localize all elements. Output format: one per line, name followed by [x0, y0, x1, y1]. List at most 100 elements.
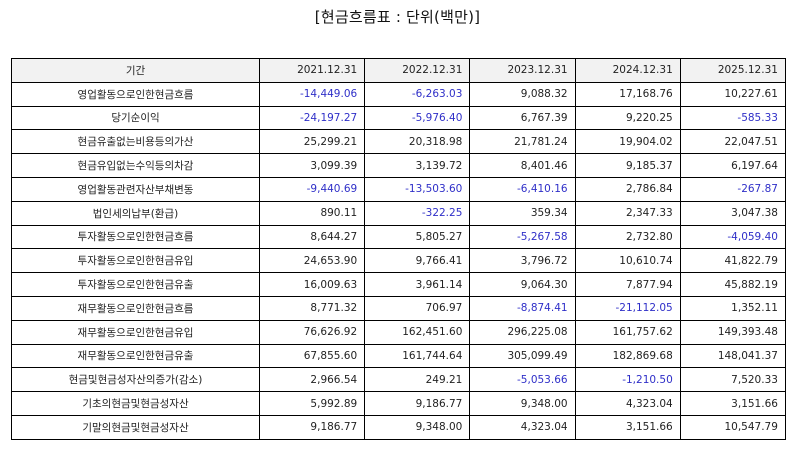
table-cell: 9,088.32 [469, 81, 576, 107]
row-label: 법인세의납부(환급) [11, 200, 260, 226]
table-cell: 19,904.02 [574, 129, 681, 155]
table-cell: 182,869.68 [574, 343, 681, 369]
table-cell: 8,771.32 [258, 295, 366, 321]
row-label: 투자활동으로인한현금흐름 [11, 224, 260, 250]
table-cell: 5,805.27 [364, 224, 471, 250]
table-row: 기말의현금및현금성자산 9,186.77 9,348.00 4,323.04 3,151… [11, 414, 786, 440]
table-cell: 9,186.77 [364, 391, 471, 416]
table-cell: 3,047.38 [679, 200, 786, 226]
table-cell: 305,099.49 [469, 343, 576, 369]
table-row: 재무활동으로인한현금유출 67,855.60 161,744.64 305,099.4… [11, 343, 786, 369]
table-cell: -21,112.05 [574, 295, 681, 321]
table-cell: 24,653.90 [258, 248, 366, 274]
table-cell: 162,451.60 [364, 319, 471, 345]
table-row: 재무활동으로인한현금흐름 8,771.32 706.97 -8,874.41 -21,1… [11, 295, 786, 321]
table-cell: 2,966.54 [258, 367, 366, 393]
table-row: 현금및현금성자산의증가(감소) 2,966.54 249.21 -5,053.66 -1… [11, 367, 786, 393]
table-cell: 249.21 [364, 367, 471, 393]
table-cell: 41,822.79 [679, 248, 786, 274]
table-cell: 7,520.33 [679, 367, 786, 393]
table-cell: 1,352.11 [679, 295, 786, 321]
table-cell: 17,168.76 [574, 81, 681, 107]
row-label: 영업활동관련자산부채변동 [11, 176, 260, 202]
table-row: 투자활동으로인한현금유입 24,653.90 9,766.41 3,796.72 10,… [11, 248, 786, 274]
page-title: [현금흐름표 : 단위(백만)] [314, 8, 481, 26]
table-cell: -14,449.06 [258, 81, 366, 107]
table-cell: 3,796.72 [469, 248, 576, 274]
row-label: 재무활동으로인한현금흐름 [11, 295, 260, 321]
table-cell: 3,099.39 [258, 153, 366, 178]
table-cell: 25,299.21 [258, 129, 366, 155]
table-cell: 9,186.77 [258, 414, 366, 440]
table-cell: 6,197.64 [679, 153, 786, 178]
table-cell: 10,610.74 [574, 248, 681, 274]
table-cell: 9,220.25 [574, 105, 681, 131]
table-cell: 8,644.27 [258, 224, 366, 250]
table-cell: -13,503.60 [364, 176, 471, 202]
table-cell: 9,185.37 [574, 153, 681, 178]
table-cell: 148,041.37 [679, 343, 786, 369]
cash-flow-table: 기간 2021.12.31 2022.12.31 2023.12.31 2024… [11, 58, 786, 440]
table-cell: -322.25 [364, 200, 471, 226]
table-cell: -1,210.50 [574, 367, 681, 393]
table-cell: 3,961.14 [364, 272, 471, 297]
table-cell: 7,877.94 [574, 272, 681, 297]
table-cell: -5,267.58 [469, 224, 576, 250]
row-label: 당기순이익 [11, 105, 260, 131]
table-cell: 3,151.66 [574, 414, 681, 440]
table-cell: 20,318.98 [364, 129, 471, 155]
column-header-year: 2022.12.31 [364, 58, 471, 83]
row-label: 기말의현금및현금성자산 [11, 414, 260, 440]
table-cell: 3,139.72 [364, 153, 471, 178]
column-header-period: 기간 [11, 58, 260, 83]
column-header-year: 2023.12.31 [469, 58, 576, 83]
row-label: 영업활동으로인한현금흐름 [11, 81, 260, 107]
row-label: 현금유입없는수익등의차감 [11, 153, 260, 178]
table-cell: 45,882.19 [679, 272, 786, 297]
table-cell: 2,786.84 [574, 176, 681, 202]
table-row: 투자활동으로인한현금유출 16,009.63 3,961.14 9,064.30 7,8… [11, 272, 786, 297]
table-cell: -8,874.41 [469, 295, 576, 321]
table-cell: 10,227.61 [679, 81, 786, 107]
table-cell: -9,440.69 [258, 176, 366, 202]
table-row: 영업활동으로인한현금흐름 -14,449.06 -6,263.03 9,088.32 1… [11, 81, 786, 107]
table-cell: 10,547.79 [679, 414, 786, 440]
table-cell: 9,766.41 [364, 248, 471, 274]
table-cell: 8,401.46 [469, 153, 576, 178]
row-label: 재무활동으로인한현금유입 [11, 319, 260, 345]
table-cell: 2,732.80 [574, 224, 681, 250]
table-cell: 359.34 [469, 200, 576, 226]
table-cell: -24,197.27 [258, 105, 366, 131]
table-row: 영업활동관련자산부채변동 -9,440.69 -13,503.60 -6,410.16… [11, 176, 786, 202]
table-cell: 5,992.89 [258, 391, 366, 416]
table-cell: -4,059.40 [679, 224, 786, 250]
table-cell: -6,410.16 [469, 176, 576, 202]
table-cell: 22,047.51 [679, 129, 786, 155]
table-header: 기간 2021.12.31 2022.12.31 2023.12.31 2024… [11, 58, 786, 83]
table-cell: 9,348.00 [364, 414, 471, 440]
table-cell: -585.33 [679, 105, 786, 131]
row-label: 투자활동으로인한현금유입 [11, 248, 260, 274]
table-cell: 9,348.00 [469, 391, 576, 416]
column-header-year: 2025.12.31 [679, 58, 786, 83]
table-row: 당기순이익 -24,197.27 -5,976.40 6,767.39 9,220.25… [11, 105, 786, 131]
row-label: 투자활동으로인한현금유출 [11, 272, 260, 297]
row-label: 현금및현금성자산의증가(감소) [11, 367, 260, 393]
table-cell: 890.11 [258, 200, 366, 226]
table-cell: 149,393.48 [679, 319, 786, 345]
table-cell: 2,347.33 [574, 200, 681, 226]
table-row: 현금유입없는수익등의차감 3,099.39 3,139.72 8,401.46 9,18… [11, 153, 786, 178]
table-cell: -267.87 [679, 176, 786, 202]
row-label: 현금유출없는비용등의가산 [11, 129, 260, 155]
table-cell: 296,225.08 [469, 319, 576, 345]
row-label: 재무활동으로인한현금유출 [11, 343, 260, 369]
table-cell: 6,767.39 [469, 105, 576, 131]
table-cell: 76,626.92 [258, 319, 366, 345]
column-header-year: 2021.12.31 [258, 58, 366, 83]
column-header-year: 2024.12.31 [574, 58, 681, 83]
table-body: 영업활동으로인한현금흐름 -14,449.06 -6,263.03 9,088.32 1… [11, 81, 786, 440]
table-row: 투자활동으로인한현금흐름 8,644.27 5,805.27 -5,267.58 2,7… [11, 224, 786, 250]
table-cell: 21,781.24 [469, 129, 576, 155]
table-cell: -5,976.40 [364, 105, 471, 131]
row-label: 기초의현금및현금성자산 [11, 391, 260, 416]
